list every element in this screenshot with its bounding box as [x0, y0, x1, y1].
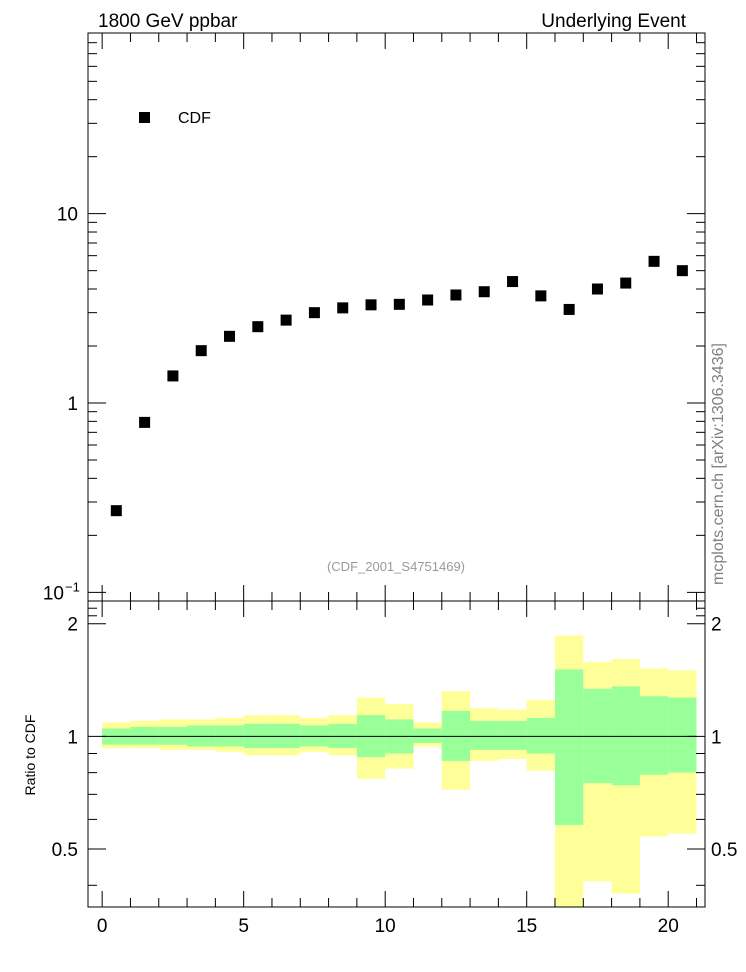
data-point [450, 289, 462, 301]
stat-band-bin [441, 710, 471, 761]
y-tick-exponent: −1 [65, 579, 80, 594]
stat-band-bin [470, 720, 499, 750]
x-tick-label: 15 [516, 916, 537, 937]
data-point [591, 283, 603, 295]
analysis-tag: (CDF_2001_S4751469) [327, 559, 465, 574]
stat-band-bin [130, 726, 159, 745]
stat-band-bin [639, 696, 669, 775]
data-point [365, 299, 377, 311]
x-tick-label: 20 [658, 916, 679, 937]
header-right-title: Underlying Event [541, 11, 686, 32]
data-point [110, 505, 122, 517]
side-label: mcplots.cern.ch [arXiv:1306.3436] [710, 343, 727, 585]
x-tick-label: 5 [238, 916, 249, 937]
stat-band-bin [611, 686, 640, 786]
y-tick-label: 1 [67, 394, 78, 415]
data-point [563, 303, 575, 315]
data-point [676, 265, 688, 277]
x-tick-label: 0 [97, 916, 108, 937]
ratio-ticks: 0.5 0.51 12 20 5 10 15 20 [52, 601, 737, 937]
x-tick-label: 10 [375, 916, 396, 937]
data-point [224, 330, 236, 342]
legend-label: CDF [178, 110, 211, 127]
stat-band-bin [668, 697, 697, 773]
data-point [195, 345, 207, 357]
ratio-y-tick-label: 2 [67, 615, 78, 636]
stat-band-bin [498, 720, 527, 750]
data-point [535, 290, 547, 302]
stat-band-bin [526, 717, 555, 754]
data-point [139, 416, 151, 428]
ratio-panel: 0.5 0.51 12 20 5 10 15 20 Ratio to CDF [22, 600, 737, 937]
y-tick-label: 10 [57, 205, 78, 226]
data-point [308, 307, 320, 319]
data-point [337, 302, 349, 314]
ratio-frame [87, 600, 706, 908]
ratio-y-tick-label-right: 2 [711, 615, 722, 636]
ratio-y-tick-label: 1 [67, 727, 78, 748]
y-tick-label: 10 [43, 583, 64, 604]
legend-marker [139, 112, 150, 123]
stat-band-bin [413, 728, 442, 744]
data-point [280, 314, 292, 326]
main-points [110, 255, 688, 517]
ratio-ylabel: Ratio to CDF [22, 715, 38, 796]
ratio-y-tick-label-right: 1 [711, 727, 722, 748]
ratio-y-tick-label: 0.5 [52, 840, 78, 861]
data-point [507, 276, 519, 288]
ratio-y-tick-label-right: 0.5 [711, 840, 737, 861]
legend: CDF [139, 110, 211, 127]
data-point [252, 321, 264, 333]
data-point [393, 298, 405, 310]
stat-band-bin [158, 726, 188, 745]
stat-band-bin [554, 669, 584, 825]
data-point [478, 286, 490, 298]
main-frame [87, 32, 706, 602]
header-left-title: 1800 GeV ppbar [98, 11, 238, 32]
data-point [620, 277, 632, 289]
data-point [648, 255, 660, 267]
data-point [167, 370, 179, 382]
data-point [422, 294, 434, 306]
ratio-bands [102, 635, 697, 907]
